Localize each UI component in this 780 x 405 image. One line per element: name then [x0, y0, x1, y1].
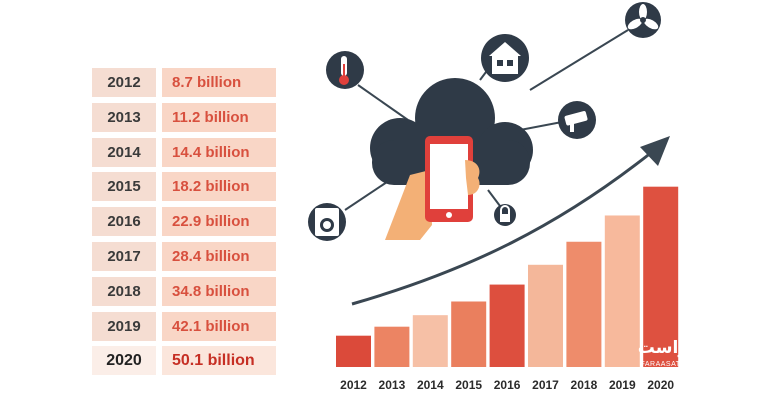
table-row: 2017 28.4 billion: [92, 242, 277, 271]
table-value-cell: 18.2 billion: [162, 172, 276, 202]
bar-2020: [643, 186, 679, 367]
x-tick-label: 2015: [455, 378, 482, 392]
table-year-cell: 2017: [92, 242, 156, 271]
watermark-text: فراست: [637, 338, 700, 357]
watermark: فراست FARAASAT.COM: [628, 334, 738, 374]
x-tick-label: 2017: [532, 378, 559, 392]
table-value-cell: 28.4 billion: [162, 242, 276, 271]
table-year-cell: 2015: [92, 172, 156, 202]
table-year-cell: 2012: [92, 68, 156, 97]
table-year-cell: 2016: [92, 207, 156, 237]
bar-2016: [489, 284, 525, 367]
x-tick-label: 2016: [494, 378, 521, 392]
table-value-cell: 14.4 billion: [162, 137, 276, 167]
bar-2017: [528, 264, 563, 367]
table-year-cell: 2020: [92, 346, 156, 376]
security-camera-icon: [558, 101, 596, 139]
table-value-cell: 34.8 billion: [162, 276, 276, 306]
fan-icon: [625, 2, 661, 38]
x-tick-label: 2013: [379, 378, 406, 392]
bar-2018: [566, 241, 602, 367]
table-value-cell: 11.2 billion: [162, 102, 276, 132]
table-year-cell: 2018: [92, 276, 156, 306]
table-value-cell: 42.1 billion: [162, 311, 276, 341]
bar-2019: [604, 215, 640, 367]
smartphone-icon: [385, 136, 480, 240]
table-year-cell: 2013: [92, 102, 156, 132]
house-icon: [481, 34, 529, 82]
table-row: 2012 8.7 billion: [92, 68, 277, 97]
table-year-cell: 2019: [92, 311, 156, 341]
table-row: 2015 18.2 billion: [92, 172, 277, 202]
bar-2015: [451, 301, 487, 367]
x-tick-label: 2020: [647, 378, 674, 392]
x-tick-label: 2019: [609, 378, 636, 392]
bar-series: [336, 186, 679, 367]
table-row: 2013 11.2 billion: [92, 102, 277, 132]
x-tick-label: 2014: [417, 378, 444, 392]
table-value-cell: 50.1 billion: [162, 346, 276, 376]
table-value-cell: 8.7 billion: [162, 68, 276, 97]
shield-logo-icon: [706, 336, 732, 368]
table-row: 2019 42.1 billion: [92, 311, 277, 341]
network-connector-lines: [344, 29, 629, 211]
growth-trend-arrow: [351, 136, 670, 306]
x-tick-label: 2018: [571, 378, 598, 392]
table-row: 2016 22.9 billion: [92, 207, 277, 237]
table-value-cell: 22.9 billion: [162, 207, 276, 237]
bar-2013: [374, 326, 410, 367]
lock-icon: [494, 204, 516, 226]
table-row: 2020 50.1 billion: [92, 346, 277, 376]
table-row: 2018 34.8 billion: [92, 276, 277, 306]
table-year-cell: 2014: [92, 137, 156, 167]
watermark-subtext: FARAASAT.COM: [640, 361, 700, 368]
bar-2012: [336, 335, 371, 367]
thermometer-icon: [326, 51, 364, 89]
bar-2014: [412, 315, 448, 367]
x-tick-label: 2012: [340, 378, 367, 392]
washing-machine-icon: [308, 203, 346, 241]
table-row: 2014 14.4 billion: [92, 137, 277, 167]
x-axis-tick-labels: 2012 2013 2014 2015 2016 2017 2018 2019 2020: [340, 378, 674, 392]
